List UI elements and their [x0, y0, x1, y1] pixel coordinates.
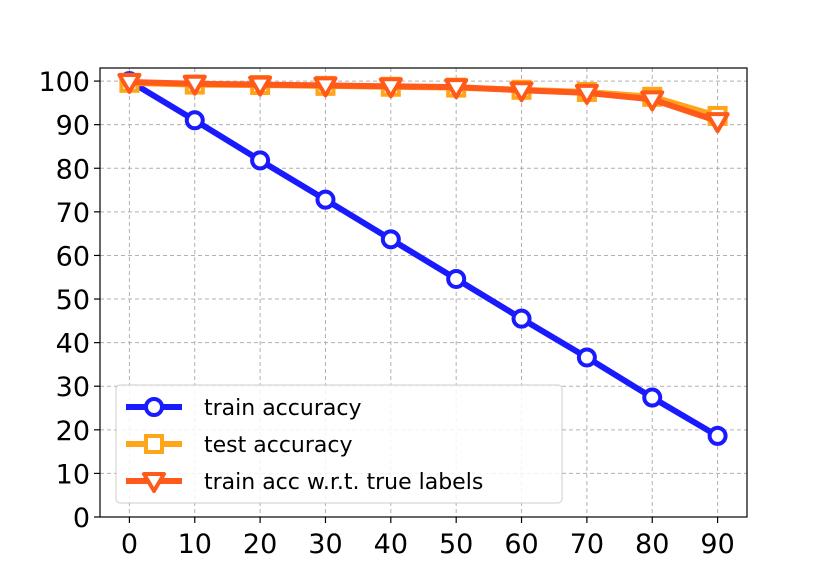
data-point [248, 75, 273, 97]
x-tick-label: 90 [700, 529, 734, 560]
y-tick-label: 0 [73, 503, 90, 534]
series-0 [119, 71, 728, 446]
data-point [250, 150, 271, 171]
legend-box [115, 384, 563, 504]
data-point [642, 387, 663, 408]
series-line [126, 78, 721, 125]
data-point [444, 78, 469, 100]
data-point [446, 268, 467, 289]
x-tick-label: 50 [439, 529, 473, 560]
legend-label: test accuracy [204, 433, 353, 458]
axes: 0 10 20 30 40 50 60 70 80 90 0 10 20 30 40 50 60 70 80 90 10… [38, 67, 748, 560]
y-tick-label: 20 [56, 416, 90, 447]
data-point [184, 110, 205, 131]
series-line [126, 78, 721, 439]
x-tick-label: 10 [178, 529, 212, 560]
x-tick-label: 30 [308, 529, 342, 560]
data-point [574, 83, 599, 105]
legend-label: train acc w.r.t. true labels [204, 470, 483, 495]
data-point [117, 72, 142, 94]
data-point [182, 74, 207, 96]
legend-item: test accuracy [126, 433, 353, 458]
x-tick-label: 80 [635, 529, 669, 560]
x-tick-label: 40 [374, 529, 408, 560]
y-tick-label: 30 [56, 372, 90, 403]
data-point [380, 229, 401, 250]
y-tick-label: 50 [56, 285, 90, 316]
legend-swatch-marker [142, 472, 166, 493]
series-layer [117, 71, 730, 446]
data-point [313, 76, 338, 98]
y-tick-label: 10 [56, 459, 90, 490]
legend-item: train acc w.r.t. true labels [126, 470, 483, 495]
legend-swatch-marker [144, 397, 164, 417]
legend-swatch-marker [144, 434, 164, 454]
data-point [707, 425, 728, 446]
data-point [511, 308, 532, 329]
x-tick-label: 0 [121, 529, 138, 560]
y-tick-label: 40 [56, 329, 90, 360]
series-2 [117, 72, 730, 134]
y-tick-label: 90 [56, 111, 90, 142]
legend-label: train accuracy [204, 396, 361, 421]
y-tick-label: 100 [38, 67, 90, 98]
y-tick-label: 70 [56, 198, 90, 229]
data-point [576, 347, 597, 368]
y-tick-label: 60 [56, 241, 90, 272]
data-point [378, 77, 403, 99]
data-point [640, 90, 665, 112]
legend: train accuracy test accuracy train acc w.r… [115, 384, 563, 504]
plot-frame [99, 67, 748, 518]
y-tick-label: 80 [56, 154, 90, 185]
x-tick-label: 20 [243, 529, 277, 560]
data-point [705, 112, 730, 134]
data-point [315, 189, 336, 210]
data-point [509, 81, 534, 103]
legend-item: train accuracy [126, 396, 361, 421]
x-tick-label: 70 [570, 529, 604, 560]
x-tick-label: 60 [504, 529, 538, 560]
